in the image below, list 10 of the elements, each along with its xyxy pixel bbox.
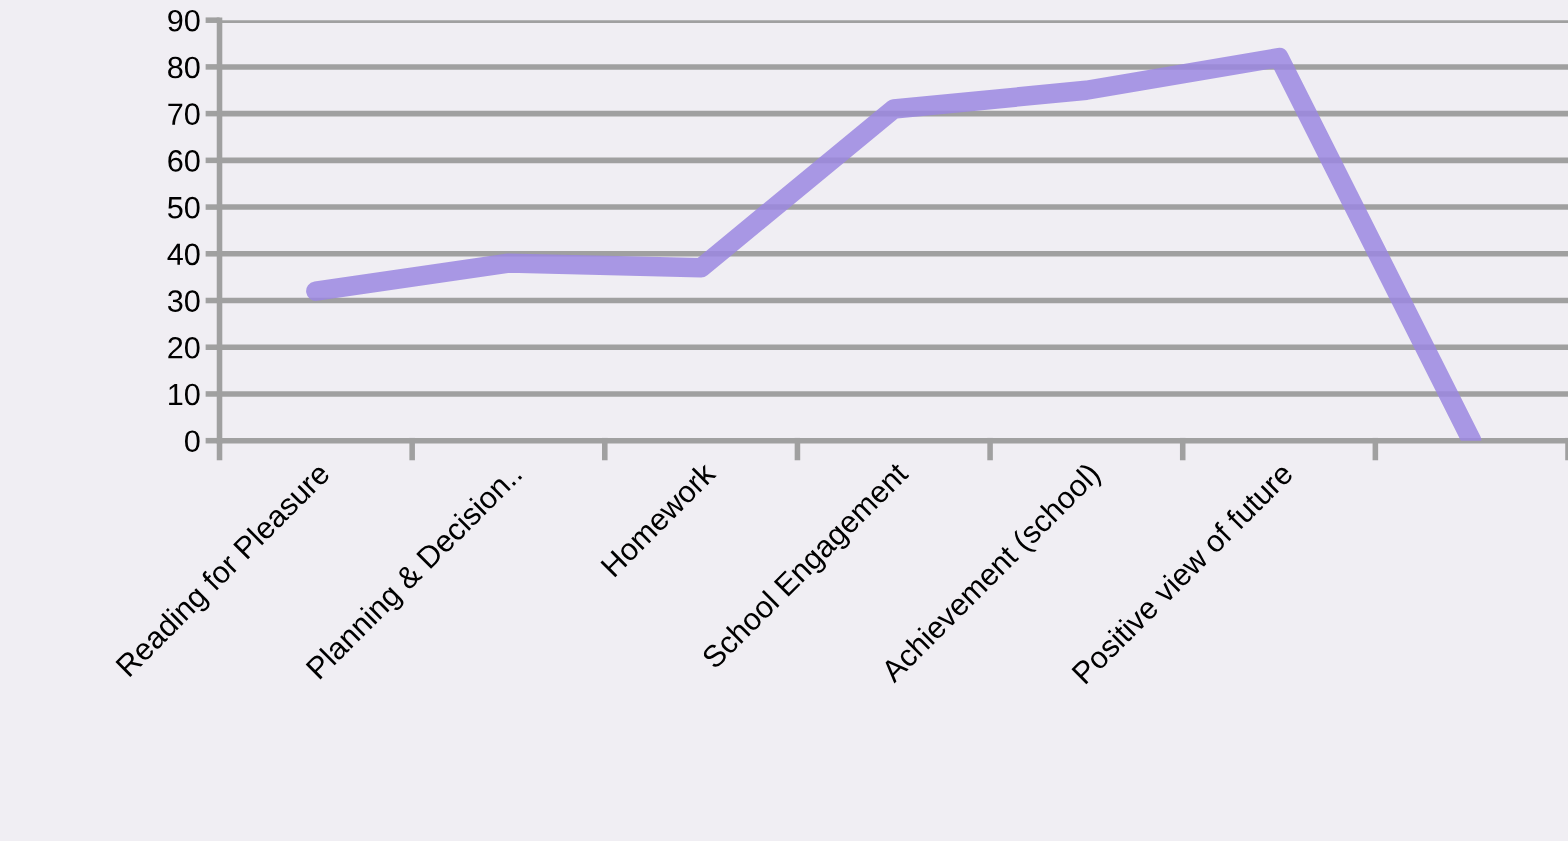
y-tick-label: 90 bbox=[168, 9, 200, 32]
y-tick-label: 60 bbox=[168, 150, 200, 172]
y-tick-label: 30 bbox=[167, 290, 200, 312]
y-tick-label: 80 bbox=[168, 56, 200, 79]
y-tick-label: 50 bbox=[168, 196, 200, 219]
y-tick-label: 0 bbox=[184, 430, 200, 453]
y-tick-label: 40 bbox=[167, 243, 200, 266]
y-tick-label: 10 bbox=[169, 383, 200, 406]
y-tick-label: 20 bbox=[168, 336, 200, 359]
y-tick-label: 70 bbox=[168, 103, 200, 125]
